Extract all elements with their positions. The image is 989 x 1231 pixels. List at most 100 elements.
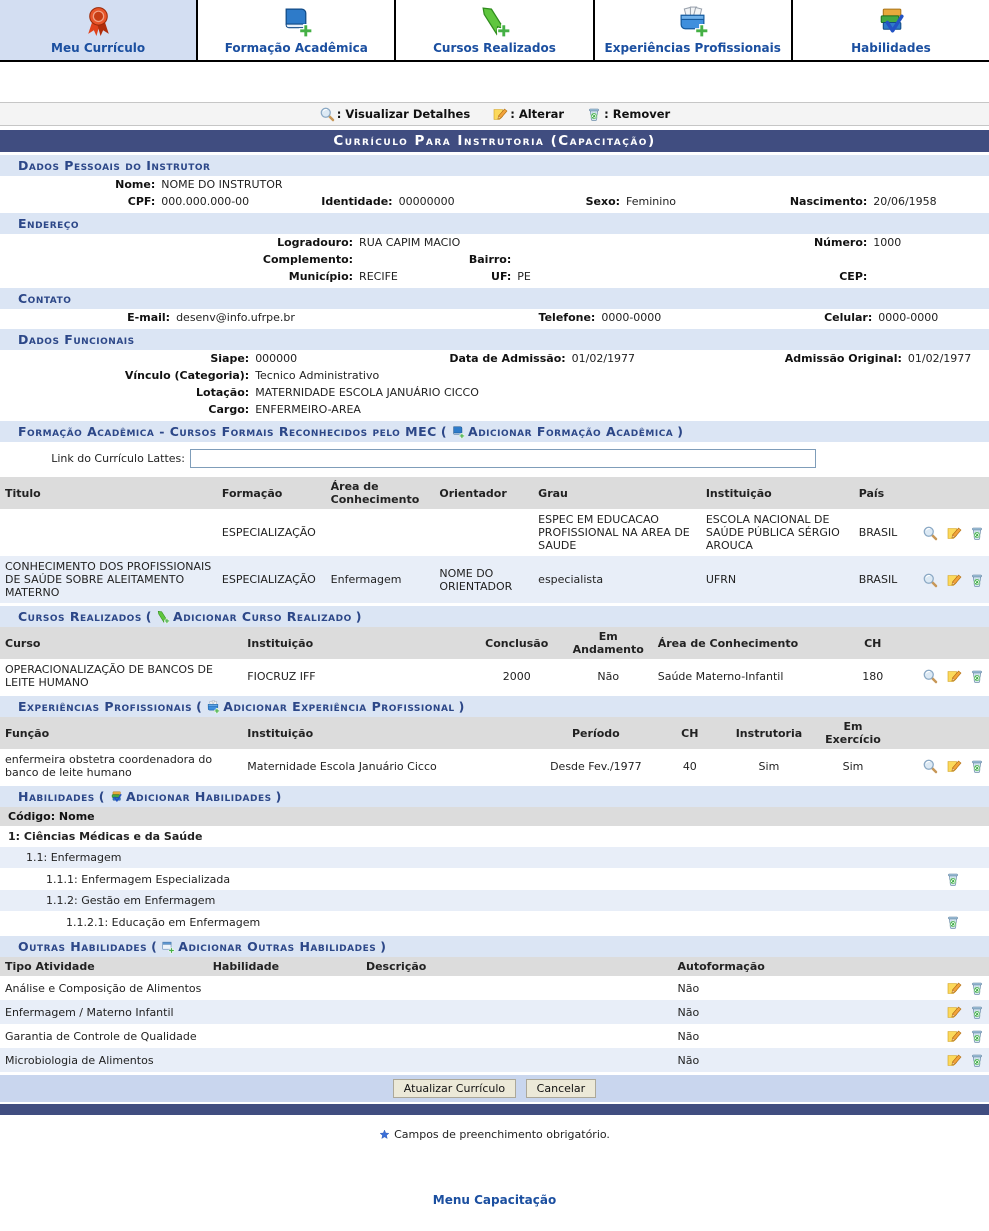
field-value: 0000-0000 xyxy=(601,311,662,324)
table-row: ESPECIALIZAÇÃO ESPEC EM EDUCACAO PROFISS… xyxy=(0,509,989,556)
field-value: Feminino xyxy=(626,195,677,208)
habilidade-tree-row: 1.1.2: Gestão em Enfermagem xyxy=(0,890,989,911)
delete-icon[interactable] xyxy=(945,871,961,887)
add-formacao-academica-link[interactable]: Adicionar Formação Acadêmica xyxy=(451,424,673,439)
menu-capacitacao-link[interactable]: Menu Capacitação xyxy=(432,1193,557,1207)
experiencias-table: Função Instituição Período CH Instrutori… xyxy=(0,717,989,783)
books-check-icon xyxy=(874,5,907,38)
tab-habilidades[interactable]: Habilidades xyxy=(790,0,989,60)
col-header: Função xyxy=(0,717,243,749)
book-plus-icon xyxy=(280,5,313,38)
cell-descricao xyxy=(361,976,673,1000)
field-label: Complemento: xyxy=(262,253,354,266)
atualizar-curriculo-button[interactable]: Atualizar Currículo xyxy=(392,1079,517,1098)
col-header: Instituição xyxy=(242,717,535,749)
col-header: Instituição xyxy=(700,477,854,509)
tab-cursos-realizados[interactable]: Cursos Realizados xyxy=(394,0,593,60)
delete-icon[interactable] xyxy=(945,914,961,930)
field-label: Sexo: xyxy=(585,195,621,208)
footer-divider-bar xyxy=(0,1104,989,1115)
endereco-fields: Logradouro: RUA CAPIM MACIO Número: 1000… xyxy=(0,234,989,285)
col-header: Em Exercício xyxy=(815,717,891,749)
required-note: Campos de preenchimento obrigatório. xyxy=(0,1128,989,1141)
habilidade-label: 1.1.2: Gestão em Enfermagem xyxy=(46,894,216,907)
cell-autoformacao: Não xyxy=(677,1029,700,1043)
cell-tipo: Garantia de Controle de Qualidade xyxy=(5,1029,197,1043)
tab-meu-curriculo[interactable]: Meu Currículo xyxy=(0,0,197,60)
cell-grau: especialista xyxy=(538,573,604,586)
delete-icon[interactable] xyxy=(969,1028,985,1044)
delete-icon[interactable] xyxy=(969,758,985,774)
section-title: Dados Pessoais do Instrutor xyxy=(18,158,211,173)
formacao-table: Titulo Formação Área de Conhecimento Ori… xyxy=(0,477,989,603)
edit-icon[interactable] xyxy=(946,1004,962,1020)
cancelar-button[interactable]: Cancelar xyxy=(525,1079,597,1098)
view-details-icon[interactable] xyxy=(922,758,938,774)
field-value: PE xyxy=(517,270,531,283)
required-star-icon xyxy=(379,1129,390,1140)
cell-habilidade xyxy=(208,1024,361,1048)
edit-icon[interactable] xyxy=(946,668,962,684)
field-value: 0000-0000 xyxy=(878,311,939,324)
add-experiencia-link[interactable]: Adicionar Experiência Profissional xyxy=(206,699,454,714)
legend-view: : Visualizar Detalhes xyxy=(319,106,470,122)
field-label: UF: xyxy=(491,270,512,283)
cell-habilidade xyxy=(208,976,361,1000)
edit-icon[interactable] xyxy=(946,525,962,541)
paren-open: ( xyxy=(98,789,105,804)
edit-icon[interactable] xyxy=(946,572,962,588)
edit-icon[interactable] xyxy=(946,980,962,996)
table-row: Análise e Composição de Alimentos Não xyxy=(0,976,989,1000)
cursos-table: Curso Instituição Conclusão Em Andamento… xyxy=(0,627,989,693)
col-header: Período xyxy=(534,717,658,749)
field-label: Cargo: xyxy=(208,403,250,416)
cell-conclusao: 2000 xyxy=(502,669,531,683)
field-label: Número: xyxy=(813,236,868,249)
field-value: Tecnico Administrativo xyxy=(255,369,380,382)
add-link-label: Adicionar Habilidades xyxy=(125,789,272,804)
delete-icon[interactable] xyxy=(969,572,985,588)
delete-icon[interactable] xyxy=(969,980,985,996)
field-label: CPF: xyxy=(127,195,156,208)
edit-icon[interactable] xyxy=(946,1028,962,1044)
table-row: CONHECIMENTO DOS PROFISSIONAIS DE SAÚDE … xyxy=(0,556,989,603)
cell-habilidade xyxy=(208,1048,361,1072)
lattes-input[interactable] xyxy=(190,449,816,468)
tab-label: Meu Currículo xyxy=(51,41,146,55)
paren-close: ) xyxy=(458,699,465,714)
cell-ch: 180 xyxy=(862,669,884,683)
edit-icon[interactable] xyxy=(946,1052,962,1068)
add-curso-realizado-link[interactable]: Adicionar Curso Realizado xyxy=(156,609,352,624)
table-header-row: Curso Instituição Conclusão Em Andamento… xyxy=(0,627,989,659)
view-details-icon[interactable] xyxy=(922,525,938,541)
add-habilidades-link[interactable]: Adicionar Habilidades xyxy=(109,789,272,804)
col-header: Grau xyxy=(533,477,701,509)
cell-andamento: Não xyxy=(597,669,620,683)
add-link-label: Adicionar Formação Acadêmica xyxy=(468,424,674,439)
tab-label: Habilidades xyxy=(851,41,931,55)
cell-descricao xyxy=(361,1000,673,1024)
delete-icon[interactable] xyxy=(969,668,985,684)
field-label: Identidade: xyxy=(321,195,393,208)
cell-titulo: CONHECIMENTO DOS PROFISSIONAIS DE SAÚDE … xyxy=(5,560,212,599)
table-row: Microbiologia de Alimentos Não xyxy=(0,1048,989,1072)
cell-autoformacao: Não xyxy=(677,1053,700,1067)
col-header: Curso xyxy=(0,627,243,659)
table-row: OPERACIONALIZAÇÃO DE BANCOS DE LEITE HUM… xyxy=(0,659,989,693)
section-header-contato: Contato xyxy=(0,288,989,309)
tab-formacao-academica[interactable]: Formação Acadêmica xyxy=(196,0,395,60)
view-details-icon[interactable] xyxy=(922,572,938,588)
delete-icon[interactable] xyxy=(969,525,985,541)
delete-icon[interactable] xyxy=(969,1004,985,1020)
add-outras-habilidades-link[interactable]: Adicionar Outras Habilidades xyxy=(161,939,376,954)
tab-experiencias-profissionais[interactable]: Experiências Profissionais xyxy=(592,0,791,60)
box-plus-icon xyxy=(676,5,709,38)
view-details-icon[interactable] xyxy=(922,668,938,684)
magnifier-icon xyxy=(319,106,335,122)
delete-icon[interactable] xyxy=(969,1052,985,1068)
tab-label: Formação Acadêmica xyxy=(224,41,368,55)
field-value: 000000 xyxy=(255,352,298,365)
edit-icon[interactable] xyxy=(946,758,962,774)
section-header-experiencias: Experiências Profissionais ( Adicionar E… xyxy=(0,696,989,717)
